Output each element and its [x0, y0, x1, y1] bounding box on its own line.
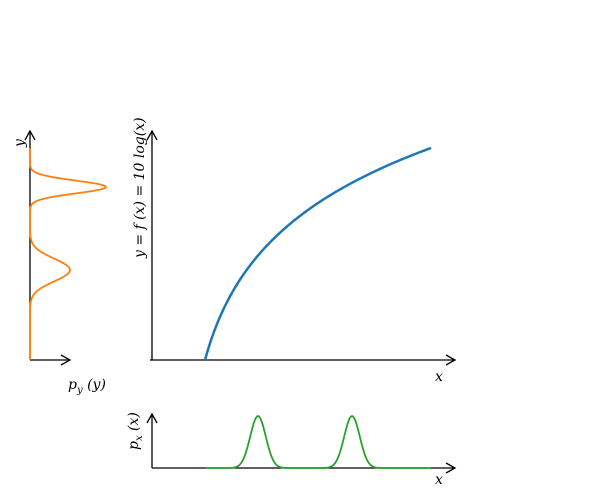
main-y-label: y = f (x) = 10 log(x) [132, 117, 148, 259]
left-y-label: y [12, 138, 28, 148]
bottom-density-plot: px (x) x [126, 412, 457, 488]
main-plot: x y = f (x) = 10 log(x) [132, 117, 457, 385]
main-curve [203, 146, 432, 361]
bottom-y-label: px (x) [126, 412, 145, 450]
left-x-label: py (y) [68, 377, 106, 396]
bottom-x-label: x [435, 472, 443, 488]
bottom-density-curve [205, 415, 431, 469]
left-density-curve [29, 148, 108, 360]
main-x-label: x [435, 369, 443, 385]
left-density-plot: y py (y) [12, 129, 108, 396]
